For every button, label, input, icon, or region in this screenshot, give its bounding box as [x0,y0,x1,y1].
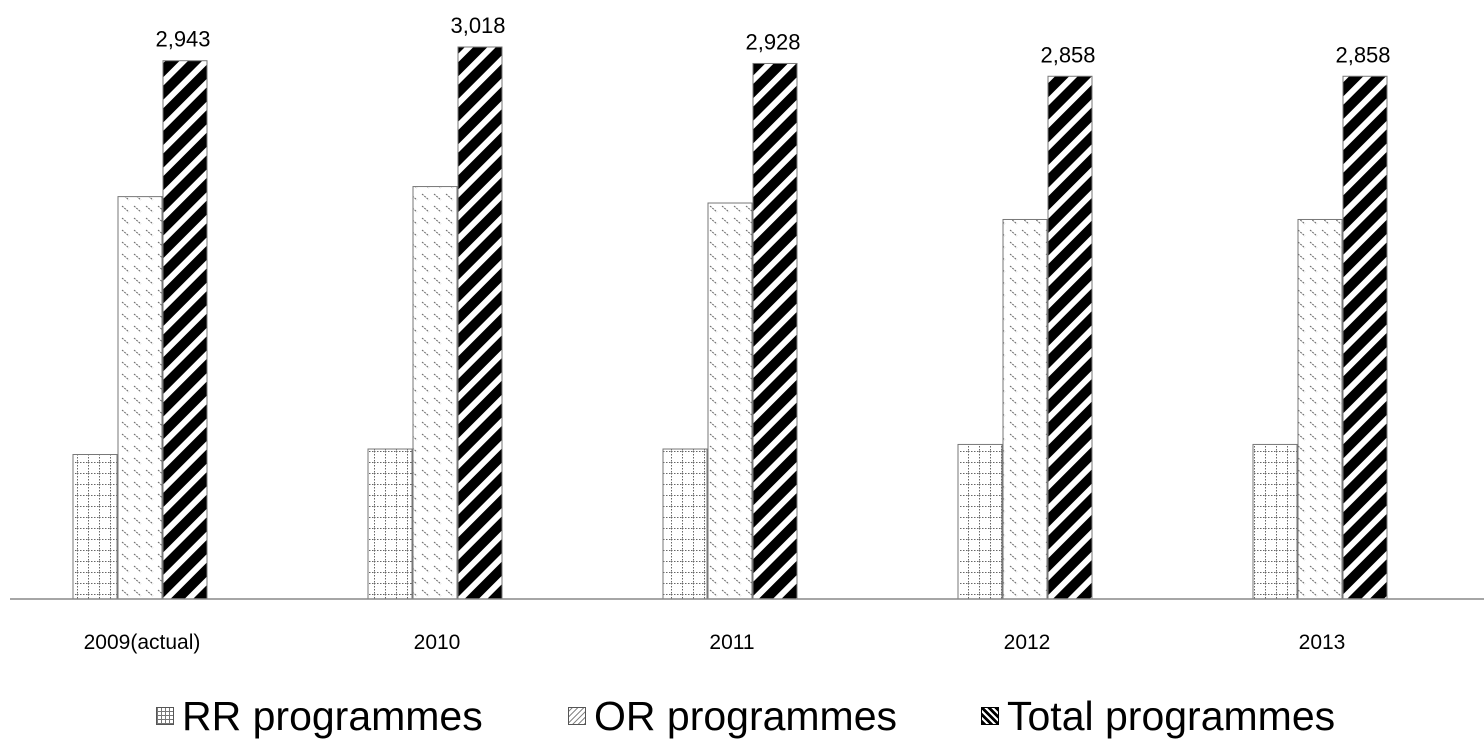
bar-rr-2 [662,448,708,600]
category-label-1: 2010 [414,631,461,654]
bar-total-0 [162,60,208,600]
legend-label-total: Total programmes [1007,693,1336,739]
or-swatch-icon [568,707,586,725]
bar-total-3 [1047,75,1093,600]
legend: RR programmes OR programmes Total progra… [0,688,1484,748]
data-label-total-2: 2,928 [745,29,800,54]
bar-chart: 2,943 3,018 2,928 2,858 2,858 2009(actual) 20… [10,13,1484,654]
data-label-total-0: 2,943 [155,27,210,52]
bar-or-0 [117,196,163,600]
legend-item-rr: RR programmes [156,688,483,744]
data-label-total-3: 2,858 [1040,42,1095,67]
bar-or-4 [1297,218,1343,600]
bar-total-1 [457,46,503,600]
category-label-2: 2011 [709,631,754,654]
bar-rr-1 [367,448,413,600]
legend-item-total: Total programmes [981,688,1335,744]
bar-rr-4 [1252,443,1298,600]
bar-rr-0 [72,454,118,600]
legend-label-rr: RR programmes [182,693,483,739]
data-label-total-4: 2,858 [1335,42,1390,67]
bar-total-2 [752,62,798,600]
data-label-total-1: 3,018 [450,13,505,38]
bar-or-3 [1002,218,1048,600]
legend-label-or: OR programmes [594,693,898,739]
category-label-3: 2012 [1004,631,1051,654]
bar-or-2 [707,202,753,600]
legend-item-or: OR programmes [568,688,897,744]
bar-total-4 [1342,75,1388,600]
rr-swatch-icon [156,707,174,725]
bar-rr-3 [957,443,1003,600]
category-label-0: 2009(actual) [84,631,201,654]
bar-or-1 [412,186,458,600]
category-label-4: 2013 [1299,631,1346,654]
total-swatch-icon [981,707,999,725]
